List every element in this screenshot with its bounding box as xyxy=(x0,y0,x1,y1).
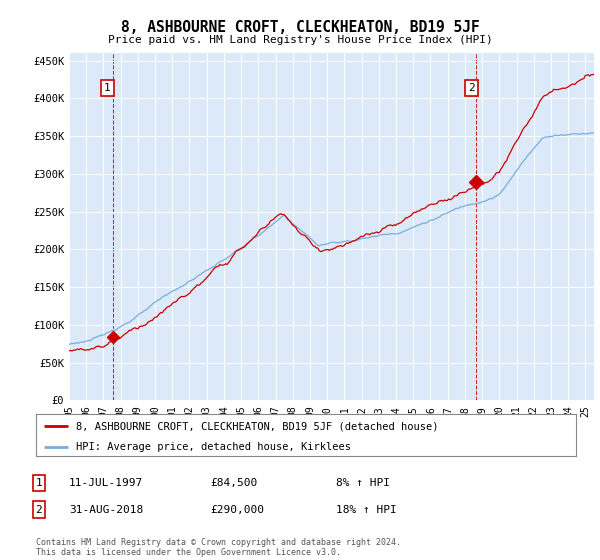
Text: 2: 2 xyxy=(35,505,43,515)
Text: 1: 1 xyxy=(35,478,43,488)
Text: 8, ASHBOURNE CROFT, CLECKHEATON, BD19 5JF: 8, ASHBOURNE CROFT, CLECKHEATON, BD19 5J… xyxy=(121,20,479,35)
Text: Contains HM Land Registry data © Crown copyright and database right 2024.
This d: Contains HM Land Registry data © Crown c… xyxy=(36,538,401,557)
Text: 8% ↑ HPI: 8% ↑ HPI xyxy=(336,478,390,488)
Text: 2: 2 xyxy=(468,83,475,93)
Text: 11-JUL-1997: 11-JUL-1997 xyxy=(69,478,143,488)
Text: 18% ↑ HPI: 18% ↑ HPI xyxy=(336,505,397,515)
Text: 1: 1 xyxy=(104,83,111,93)
Text: HPI: Average price, detached house, Kirklees: HPI: Average price, detached house, Kirk… xyxy=(77,442,352,452)
Text: £290,000: £290,000 xyxy=(210,505,264,515)
Text: £84,500: £84,500 xyxy=(210,478,257,488)
Text: 31-AUG-2018: 31-AUG-2018 xyxy=(69,505,143,515)
Text: 8, ASHBOURNE CROFT, CLECKHEATON, BD19 5JF (detached house): 8, ASHBOURNE CROFT, CLECKHEATON, BD19 5J… xyxy=(77,421,439,431)
Text: Price paid vs. HM Land Registry's House Price Index (HPI): Price paid vs. HM Land Registry's House … xyxy=(107,35,493,45)
